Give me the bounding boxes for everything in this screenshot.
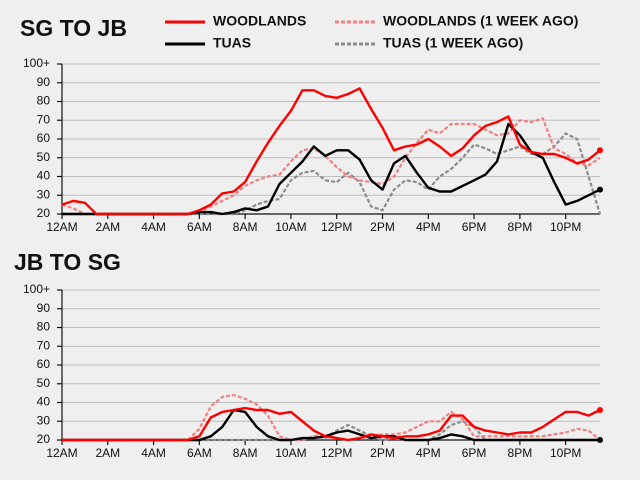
y-tick-label: 20 bbox=[37, 432, 51, 446]
y-tick-label: 30 bbox=[37, 187, 51, 201]
end-dot bbox=[597, 437, 603, 443]
x-tick-label: 8PM bbox=[508, 220, 533, 234]
chart-title: SG TO JB bbox=[20, 15, 127, 41]
y-tick-label: 100+ bbox=[23, 56, 50, 70]
x-tick-label: 2PM bbox=[370, 220, 395, 234]
y-tick-label: 100+ bbox=[23, 282, 50, 296]
x-tick-label: 10AM bbox=[275, 220, 306, 234]
x-tick-label: 4PM bbox=[416, 220, 441, 234]
y-tick-label: 20 bbox=[37, 206, 51, 220]
x-tick-label: 10PM bbox=[550, 446, 581, 460]
y-tick-label: 50 bbox=[37, 150, 51, 164]
y-tick-label: 40 bbox=[37, 169, 51, 183]
x-tick-label: 12PM bbox=[321, 220, 352, 234]
y-tick-label: 90 bbox=[37, 75, 51, 89]
x-tick-label: 12AM bbox=[46, 220, 77, 234]
series-line bbox=[62, 132, 602, 216]
y-tick-label: 60 bbox=[37, 357, 51, 371]
y-tick-label: 70 bbox=[37, 338, 51, 352]
x-tick-label: 8AM bbox=[233, 220, 258, 234]
legend-label: WOODLANDS (1 WEEK AGO) bbox=[383, 13, 578, 29]
y-tick-label: 60 bbox=[37, 131, 51, 145]
x-tick-label: 6PM bbox=[462, 220, 487, 234]
legend-label: TUAS bbox=[213, 35, 251, 51]
x-tick-label: 4AM bbox=[141, 220, 166, 234]
x-tick-label: 2PM bbox=[370, 446, 395, 460]
legend-label: WOODLANDS bbox=[213, 13, 306, 29]
legend-label: TUAS (1 WEEK AGO) bbox=[383, 35, 523, 51]
y-tick-label: 50 bbox=[37, 376, 51, 390]
x-tick-label: 6PM bbox=[462, 446, 487, 460]
x-tick-label: 8PM bbox=[508, 446, 533, 460]
x-tick-label: 4AM bbox=[141, 446, 166, 460]
end-dot bbox=[597, 147, 603, 154]
x-tick-label: 4PM bbox=[416, 446, 441, 460]
series-line bbox=[61, 87, 601, 216]
x-tick-label: 12AM bbox=[46, 446, 77, 460]
x-tick-label: 8AM bbox=[233, 446, 258, 460]
y-tick-label: 90 bbox=[37, 301, 51, 315]
series-line bbox=[62, 122, 601, 216]
x-tick-label: 2AM bbox=[95, 446, 120, 460]
x-tick-label: 10AM bbox=[275, 446, 306, 460]
x-tick-label: 10PM bbox=[550, 220, 581, 234]
y-tick-label: 40 bbox=[37, 395, 51, 409]
end-dot bbox=[597, 407, 603, 413]
y-tick-label: 30 bbox=[37, 413, 51, 427]
x-tick-label: 2AM bbox=[95, 220, 120, 234]
x-tick-label: 6AM bbox=[187, 446, 212, 460]
x-tick-label: 12PM bbox=[321, 446, 352, 460]
series-line: WOODLANDS bbox=[62, 406, 601, 442]
y-tick-label: 80 bbox=[37, 320, 51, 334]
series-line bbox=[61, 117, 601, 216]
chart-title: JB TO SG bbox=[14, 249, 121, 275]
x-tick-label: 6AM bbox=[187, 220, 212, 234]
y-tick-label: 80 bbox=[37, 94, 51, 108]
y-tick-label: 70 bbox=[37, 112, 51, 126]
end-dot bbox=[597, 186, 603, 193]
